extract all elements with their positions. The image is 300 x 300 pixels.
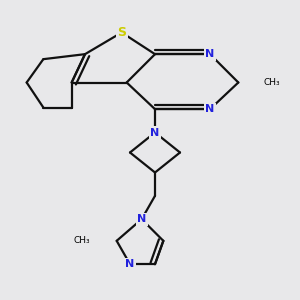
Text: CH₃: CH₃ <box>263 78 280 87</box>
Text: CH₃: CH₃ <box>74 236 90 245</box>
Text: N: N <box>125 259 135 269</box>
Text: N: N <box>206 49 214 59</box>
Text: N: N <box>206 104 214 114</box>
Text: S: S <box>117 26 126 39</box>
Text: N: N <box>137 214 146 224</box>
Text: N: N <box>150 128 160 137</box>
